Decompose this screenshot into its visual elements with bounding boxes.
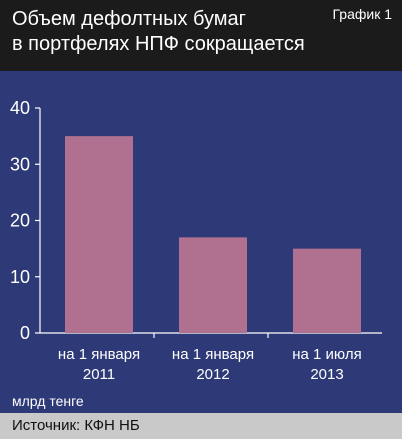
y-tick-label: 20 — [10, 211, 30, 231]
bar — [293, 248, 361, 333]
x-category-label-line-1: на 1 января — [172, 346, 254, 363]
x-category-label-line-2: 2011 — [83, 366, 115, 383]
y-tick-label: 40 — [10, 98, 30, 118]
x-category-label-line-1: на 1 июля — [292, 346, 361, 363]
chart-header: Объем дефолтных бумаг в портфелях НПФ со… — [0, 0, 402, 71]
source-text: Источник: КФН НБ — [12, 417, 140, 434]
x-category-label-line-2: 2013 — [310, 366, 343, 383]
y-tick-label: 30 — [10, 154, 30, 174]
source-footer: Источник: КФН НБ — [0, 413, 402, 439]
chart-title: Объем дефолтных бумаг в портфелях НПФ со… — [12, 7, 312, 57]
x-category-label-line-1: на 1 января — [58, 346, 140, 363]
chart-title-line-2: в портфелях НПФ сокращается — [12, 33, 305, 55]
chart-title-line-1: Объем дефолтных бумаг — [12, 8, 246, 30]
bar — [179, 237, 247, 333]
unit-label: млрд тенге — [12, 393, 84, 409]
y-tick-label: 10 — [10, 267, 30, 287]
chart-number-label: График 1 — [332, 6, 392, 22]
y-tick-label: 0 — [20, 323, 30, 343]
x-category-label-line-2: 2012 — [196, 366, 229, 383]
bar — [65, 136, 133, 333]
